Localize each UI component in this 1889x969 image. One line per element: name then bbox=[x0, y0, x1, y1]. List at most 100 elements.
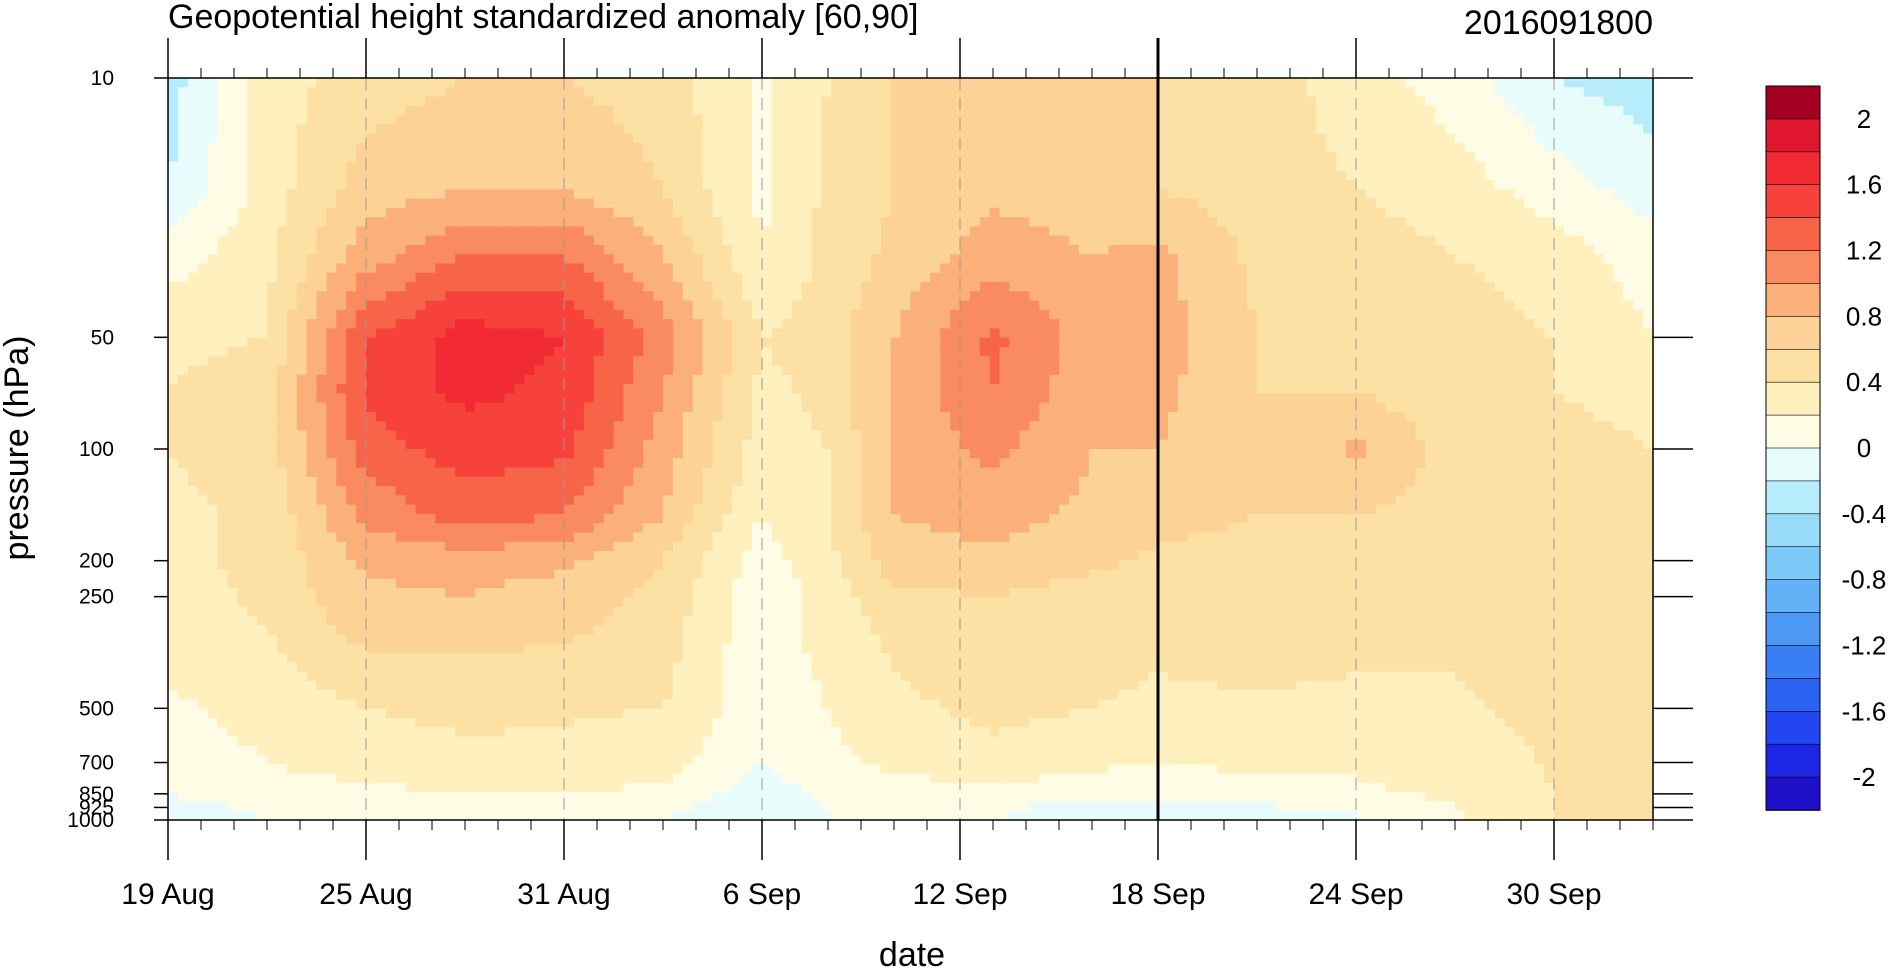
field-cell bbox=[267, 337, 278, 348]
field-cell bbox=[415, 309, 426, 320]
field-cell bbox=[445, 300, 456, 311]
field-cell bbox=[732, 124, 743, 135]
field-cell bbox=[1108, 356, 1119, 367]
field-cell bbox=[742, 337, 753, 348]
field-cell bbox=[1326, 263, 1337, 274]
field-cell bbox=[1346, 235, 1357, 246]
field-cell bbox=[910, 272, 921, 283]
field-cell bbox=[821, 207, 832, 218]
field-cell bbox=[1633, 189, 1644, 200]
field-cell bbox=[870, 152, 882, 163]
field-cell bbox=[356, 365, 367, 376]
field-cell bbox=[554, 254, 565, 265]
field-cell bbox=[1227, 87, 1238, 98]
field-cell bbox=[593, 282, 605, 292]
field-cell bbox=[1494, 124, 1506, 135]
field-cell bbox=[267, 198, 278, 209]
field-cell bbox=[999, 207, 1011, 218]
field-cell bbox=[1633, 152, 1644, 163]
field-cell bbox=[791, 105, 803, 116]
field-cell bbox=[801, 96, 813, 107]
field-cell bbox=[1633, 365, 1644, 376]
field-cell bbox=[1336, 124, 1347, 135]
field-cell bbox=[227, 374, 238, 385]
field-cell bbox=[1118, 152, 1129, 163]
field-cell bbox=[900, 124, 912, 135]
field-cell bbox=[1405, 189, 1416, 200]
field-cell bbox=[1039, 96, 1050, 107]
field-cell bbox=[880, 142, 892, 153]
field-cell bbox=[1217, 300, 1228, 311]
field-cell bbox=[791, 133, 803, 144]
field-cell bbox=[593, 384, 605, 394]
field-cell bbox=[1356, 161, 1367, 172]
field-cell bbox=[207, 96, 219, 107]
field-cell bbox=[385, 189, 397, 200]
field-cell bbox=[296, 198, 308, 209]
field-cell bbox=[841, 254, 852, 265]
field-cell bbox=[1029, 96, 1040, 107]
field-cell bbox=[732, 189, 743, 200]
field-cell bbox=[950, 226, 961, 237]
field-cell bbox=[1583, 244, 1595, 255]
field-cell bbox=[960, 124, 971, 135]
field-cell bbox=[732, 115, 743, 125]
field-cell bbox=[1148, 96, 1159, 107]
field-cell bbox=[1187, 189, 1199, 200]
field-cell bbox=[663, 87, 674, 98]
field-cell bbox=[1563, 254, 1575, 265]
field-cell bbox=[296, 282, 308, 292]
field-cell bbox=[1167, 337, 1179, 348]
field-cell bbox=[1108, 161, 1119, 172]
field-cell bbox=[890, 235, 902, 246]
field-cell bbox=[880, 115, 892, 125]
field-cell bbox=[1217, 96, 1228, 107]
field-cell bbox=[1207, 244, 1218, 255]
field-cell bbox=[1306, 170, 1317, 181]
field-cell bbox=[732, 319, 743, 330]
field-cell bbox=[1118, 365, 1129, 376]
field-cell bbox=[1078, 226, 1090, 237]
field-cell bbox=[593, 152, 605, 163]
field-cell bbox=[663, 346, 674, 357]
field-cell bbox=[1415, 291, 1426, 302]
field-cell bbox=[702, 217, 714, 228]
field-cell bbox=[960, 207, 971, 218]
field-cell bbox=[1088, 235, 1100, 246]
field-cell bbox=[692, 189, 704, 200]
field-cell bbox=[296, 226, 308, 237]
field-cell bbox=[1296, 78, 1308, 88]
field-cell bbox=[890, 309, 902, 320]
field-cell bbox=[395, 133, 407, 144]
field-cell bbox=[1494, 217, 1506, 228]
field-cell bbox=[326, 170, 337, 181]
field-cell bbox=[405, 263, 417, 274]
field-cell bbox=[1554, 374, 1565, 385]
field-cell bbox=[1643, 309, 1654, 320]
field-cell bbox=[742, 272, 753, 283]
field-cell bbox=[791, 124, 803, 135]
field-cell bbox=[395, 365, 407, 376]
field-cell bbox=[494, 198, 506, 209]
field-cell bbox=[880, 235, 892, 246]
field-cell bbox=[969, 291, 981, 302]
field-cell bbox=[930, 226, 941, 237]
field-cell bbox=[861, 170, 872, 181]
field-cell bbox=[1009, 374, 1020, 385]
field-cell bbox=[227, 346, 238, 357]
field-cell bbox=[1474, 346, 1486, 357]
field-cell bbox=[821, 87, 832, 98]
field-cell bbox=[781, 365, 793, 376]
field-cell bbox=[316, 356, 327, 367]
field-cell bbox=[504, 226, 516, 237]
field-cell bbox=[276, 319, 288, 330]
field-cell bbox=[712, 96, 723, 107]
field-cell bbox=[712, 180, 723, 190]
field-cell bbox=[1504, 115, 1515, 125]
field-cell bbox=[1603, 189, 1614, 200]
field-cell bbox=[643, 142, 654, 153]
field-cell bbox=[1623, 291, 1634, 302]
field-cell bbox=[1633, 87, 1644, 98]
field-cell bbox=[207, 198, 219, 209]
field-cell bbox=[217, 319, 228, 330]
